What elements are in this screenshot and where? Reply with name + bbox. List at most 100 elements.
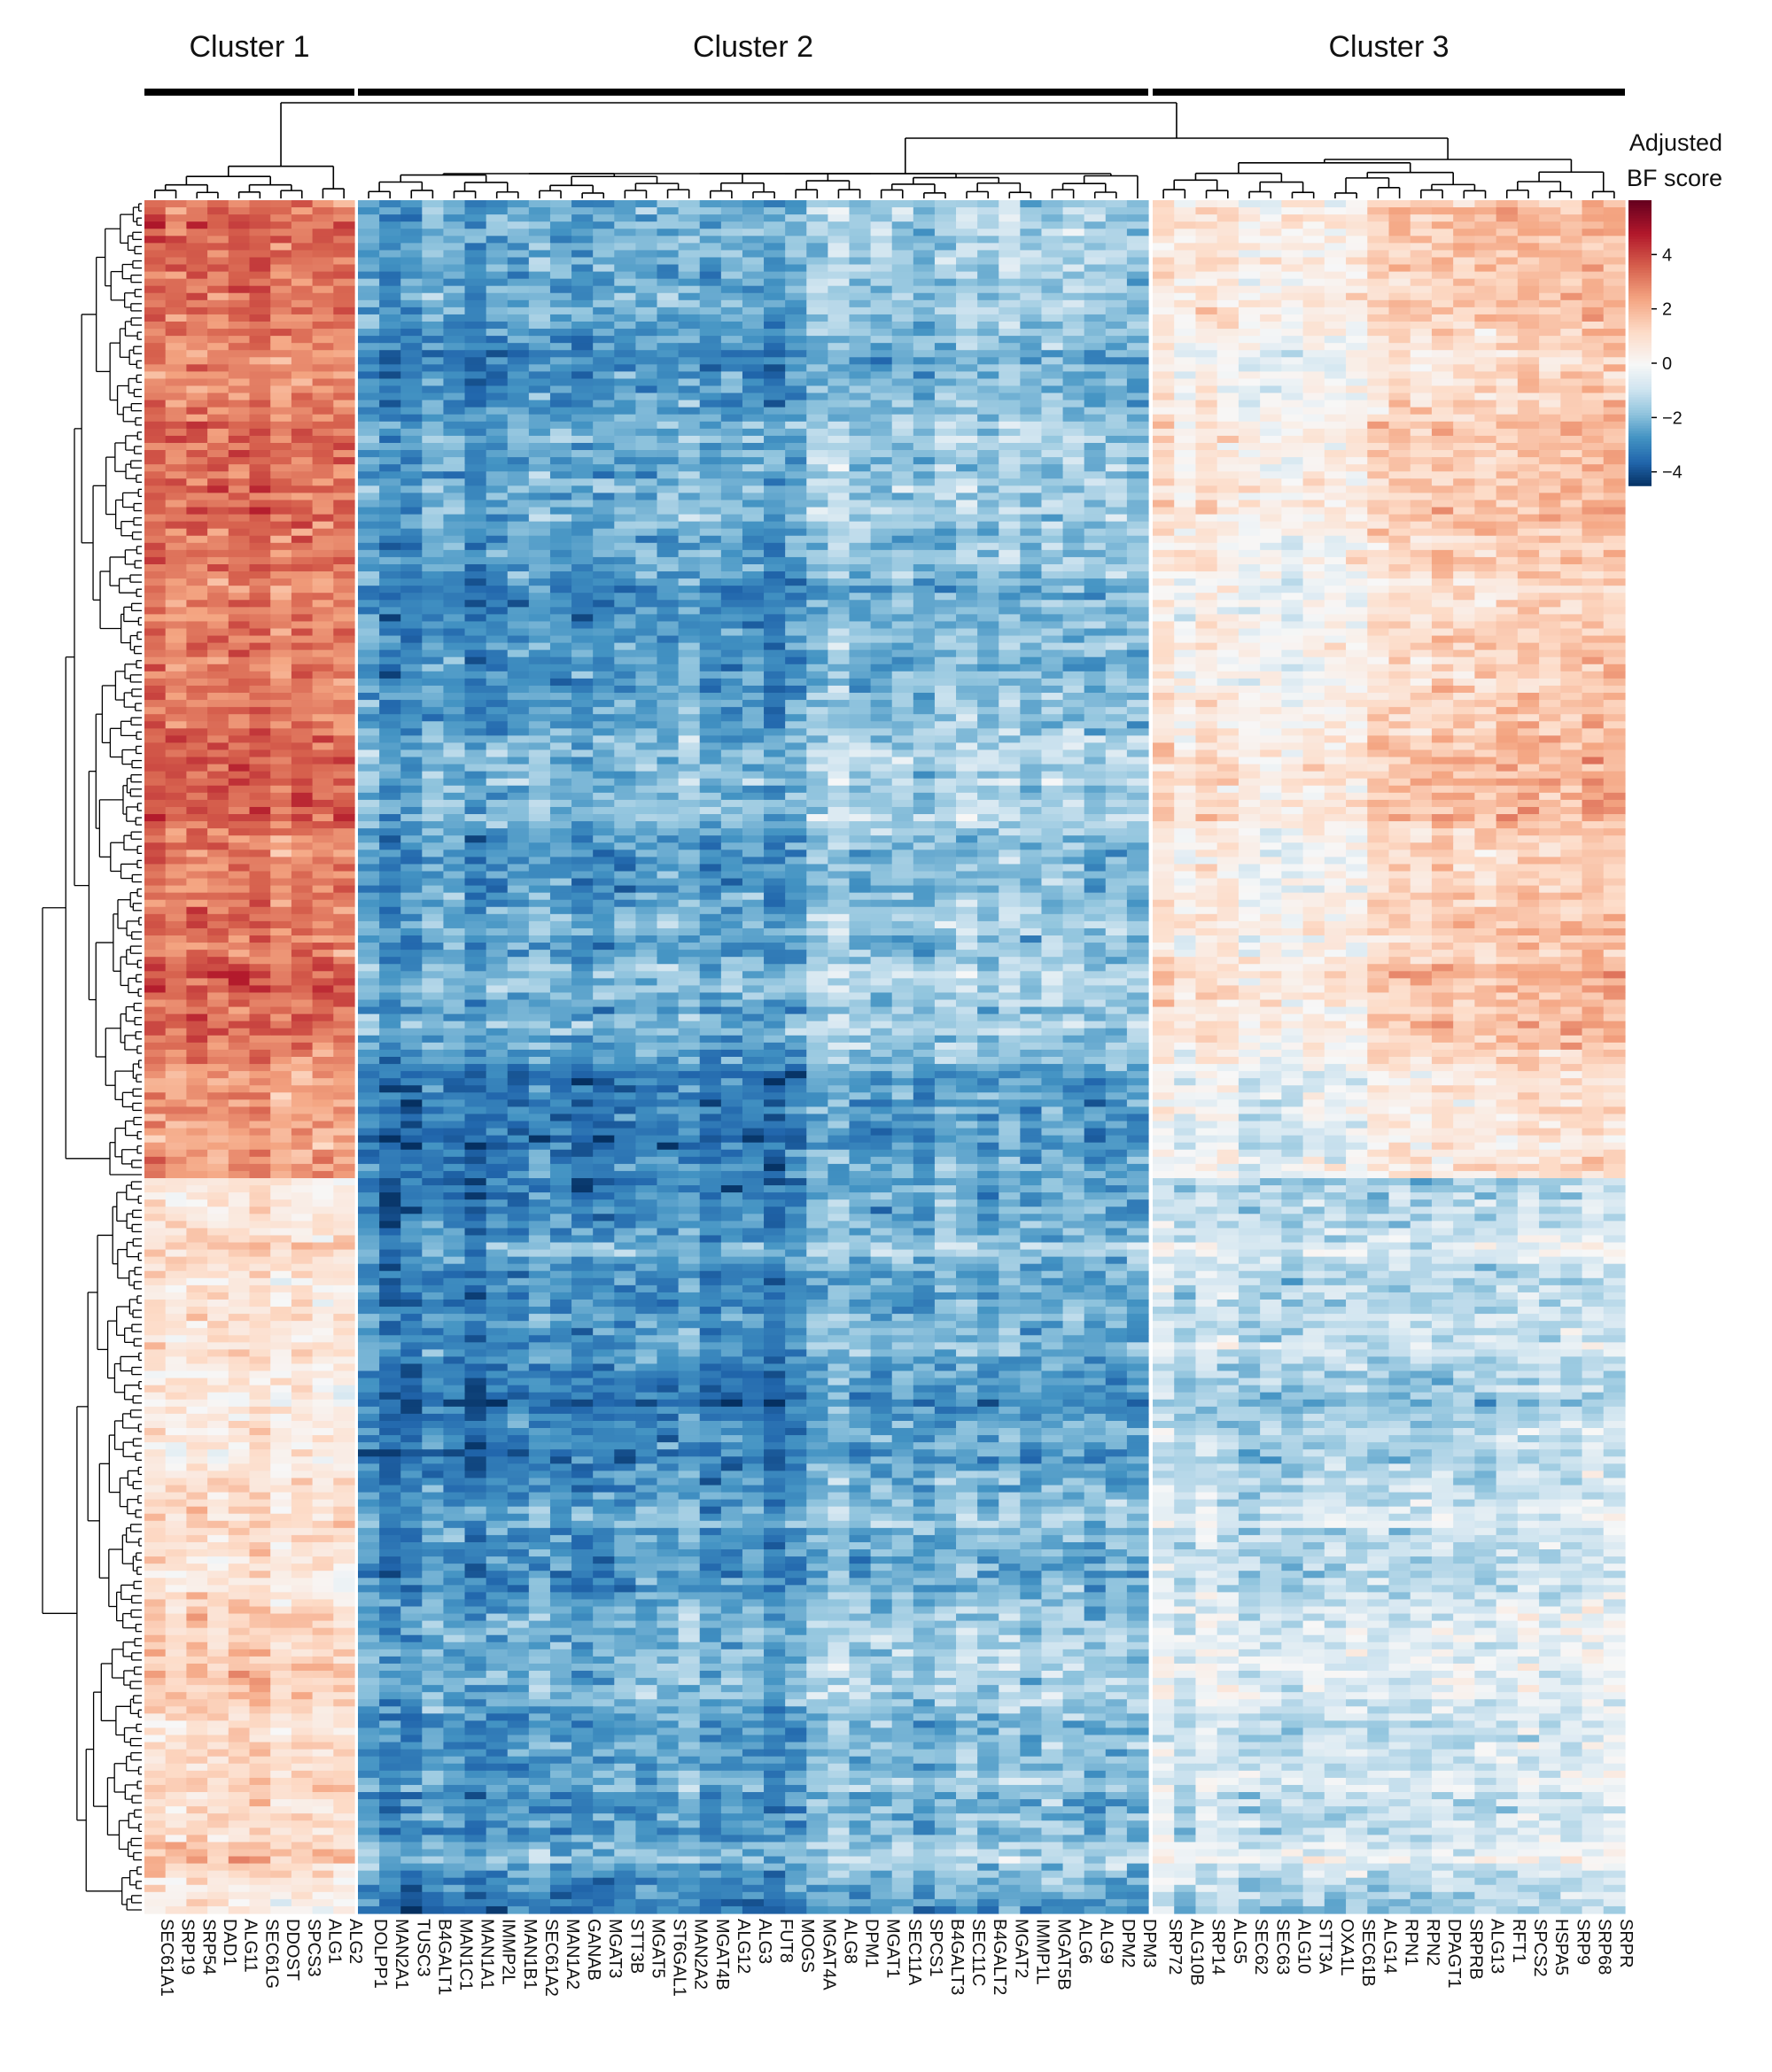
heatmap-cell xyxy=(207,1507,229,1515)
heatmap-cell xyxy=(291,522,313,530)
cluster-bar xyxy=(358,89,1148,96)
heatmap-cell xyxy=(721,457,743,465)
heatmap-cell xyxy=(250,508,271,516)
heatmap-cell xyxy=(186,893,207,901)
heatmap-cell xyxy=(1127,272,1149,280)
heatmap-cell xyxy=(700,207,722,215)
heatmap-cell xyxy=(229,1250,250,1258)
heatmap-cell xyxy=(229,1349,250,1357)
heatmap-cell xyxy=(1063,500,1085,508)
heatmap-cell xyxy=(229,464,250,472)
heatmap-cell xyxy=(1106,364,1128,372)
heatmap-cell xyxy=(144,850,166,858)
heatmap-cell xyxy=(250,842,271,850)
heatmap-cell xyxy=(333,1356,354,1364)
heatmap-cell xyxy=(270,214,291,222)
heatmap-cell xyxy=(849,257,871,265)
heatmap-cell xyxy=(785,422,807,430)
heatmap-cell xyxy=(806,236,828,244)
heatmap-cell xyxy=(571,429,594,437)
heatmap-cell xyxy=(679,214,701,222)
heatmap-cell xyxy=(999,429,1021,437)
heatmap-cell xyxy=(270,1857,291,1865)
heatmap-cell xyxy=(186,800,207,808)
heatmap-cell xyxy=(785,250,807,258)
heatmap-cell xyxy=(849,265,871,273)
heatmap-cell xyxy=(144,1435,166,1443)
heatmap-cell xyxy=(333,749,354,757)
heatmap-cell xyxy=(849,200,871,208)
heatmap-cell xyxy=(229,314,250,322)
heatmap-cell xyxy=(250,1000,271,1008)
heatmap-cell xyxy=(828,214,850,222)
heatmap-cell xyxy=(571,364,594,372)
heatmap-cell xyxy=(144,1750,166,1758)
heatmap-cell xyxy=(313,300,334,308)
heatmap-cell xyxy=(313,1471,334,1478)
heatmap-cell xyxy=(1041,415,1063,423)
heatmap-cell xyxy=(1084,300,1107,308)
heatmap-cell xyxy=(635,343,657,351)
heatmap-cell xyxy=(977,364,999,372)
heatmap-cell xyxy=(229,1164,250,1172)
heatmap-cell xyxy=(1041,300,1063,308)
heatmap-cell xyxy=(849,500,871,508)
heatmap-cell xyxy=(313,386,334,394)
heatmap-cell xyxy=(1063,329,1085,337)
heatmap-cell xyxy=(250,907,271,915)
heatmap-cell xyxy=(270,1657,291,1665)
heatmap-cell xyxy=(313,985,334,993)
heatmap-cell xyxy=(270,300,291,308)
heatmap-cell xyxy=(229,1257,250,1265)
heatmap-cell xyxy=(333,378,354,386)
heatmap-cell xyxy=(166,236,187,244)
heatmap-cell xyxy=(144,1727,166,1735)
heatmap-cell xyxy=(529,272,551,280)
heatmap-cell xyxy=(313,1143,334,1151)
heatmap-cell xyxy=(806,443,828,451)
heatmap-cell xyxy=(333,529,354,537)
heatmap-cell xyxy=(250,1571,271,1579)
heatmap-cell xyxy=(977,378,999,386)
heatmap-cell xyxy=(270,1820,291,1828)
heatmap-cell xyxy=(571,357,594,365)
cluster-title: Cluster 3 xyxy=(1328,30,1449,64)
heatmap-cell xyxy=(635,250,657,258)
heatmap-cell xyxy=(956,429,978,437)
heatmap-cell xyxy=(144,793,166,801)
heatmap-cell xyxy=(186,1635,207,1643)
heatmap-cell xyxy=(443,485,465,493)
heatmap-cell xyxy=(333,586,354,594)
heatmap-cell xyxy=(333,907,354,915)
heatmap-cell xyxy=(1020,265,1042,273)
heatmap-cell xyxy=(956,265,978,273)
heatmap-cell xyxy=(1127,286,1149,294)
heatmap-cell xyxy=(956,336,978,344)
heatmap-cell xyxy=(333,978,354,986)
heatmap-cell xyxy=(400,322,423,330)
heatmap-cell xyxy=(166,1764,187,1772)
heatmap-cell xyxy=(144,322,166,330)
heatmap-cell xyxy=(250,550,271,558)
heatmap-cell xyxy=(700,350,722,358)
heatmap-cell xyxy=(828,443,850,451)
heatmap-cell xyxy=(270,629,291,637)
heatmap-cell xyxy=(291,1892,313,1900)
heatmap-cell xyxy=(956,457,978,465)
heatmap-cell xyxy=(291,879,313,887)
heatmap-cell xyxy=(1084,214,1107,222)
heatmap-cell xyxy=(1041,422,1063,430)
heatmap-cell xyxy=(465,293,487,301)
heatmap-cell xyxy=(935,207,957,215)
heatmap-cell xyxy=(550,322,572,330)
heatmap-cell xyxy=(291,1864,313,1872)
heatmap-cell xyxy=(635,357,657,365)
heatmap-cell xyxy=(313,1727,334,1735)
heatmap-cell xyxy=(892,464,914,472)
heatmap-cell xyxy=(358,257,380,265)
heatmap-cell xyxy=(186,1750,207,1758)
heatmap-cell xyxy=(379,450,401,458)
heatmap-cell xyxy=(785,436,807,444)
heatmap-cell xyxy=(250,679,271,687)
heatmap-cell xyxy=(333,300,354,308)
